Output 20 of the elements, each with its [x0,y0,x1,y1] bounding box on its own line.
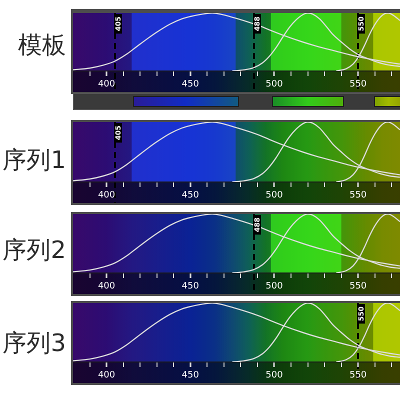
x-tick-label: 500 [266,190,284,201]
x-tick-label: 450 [182,190,200,201]
x-tick-label: 400 [98,282,116,292]
x-tick-label: 450 [182,80,200,90]
x-tick-label: 450 [182,370,200,381]
text: 序列1 [2,146,66,174]
text: 序列3 [2,329,66,357]
x-tick-label: 500 [266,282,284,292]
x-tick-label: 400 [98,80,116,90]
text: 模板 [18,31,66,59]
x-tick-label: 500 [266,370,284,381]
x-tick-label: 550 [349,370,367,381]
x-tick-label: 400 [98,190,116,201]
x-tick-label: 550 [349,190,367,201]
x-tick-label: 550 [349,80,367,90]
x-tick-label: 400 [98,370,116,381]
x-tick-label: 500 [266,80,284,90]
text: 序列2 [2,236,66,264]
x-tick-label: 550 [349,282,367,292]
x-tick-label: 450 [182,282,200,292]
